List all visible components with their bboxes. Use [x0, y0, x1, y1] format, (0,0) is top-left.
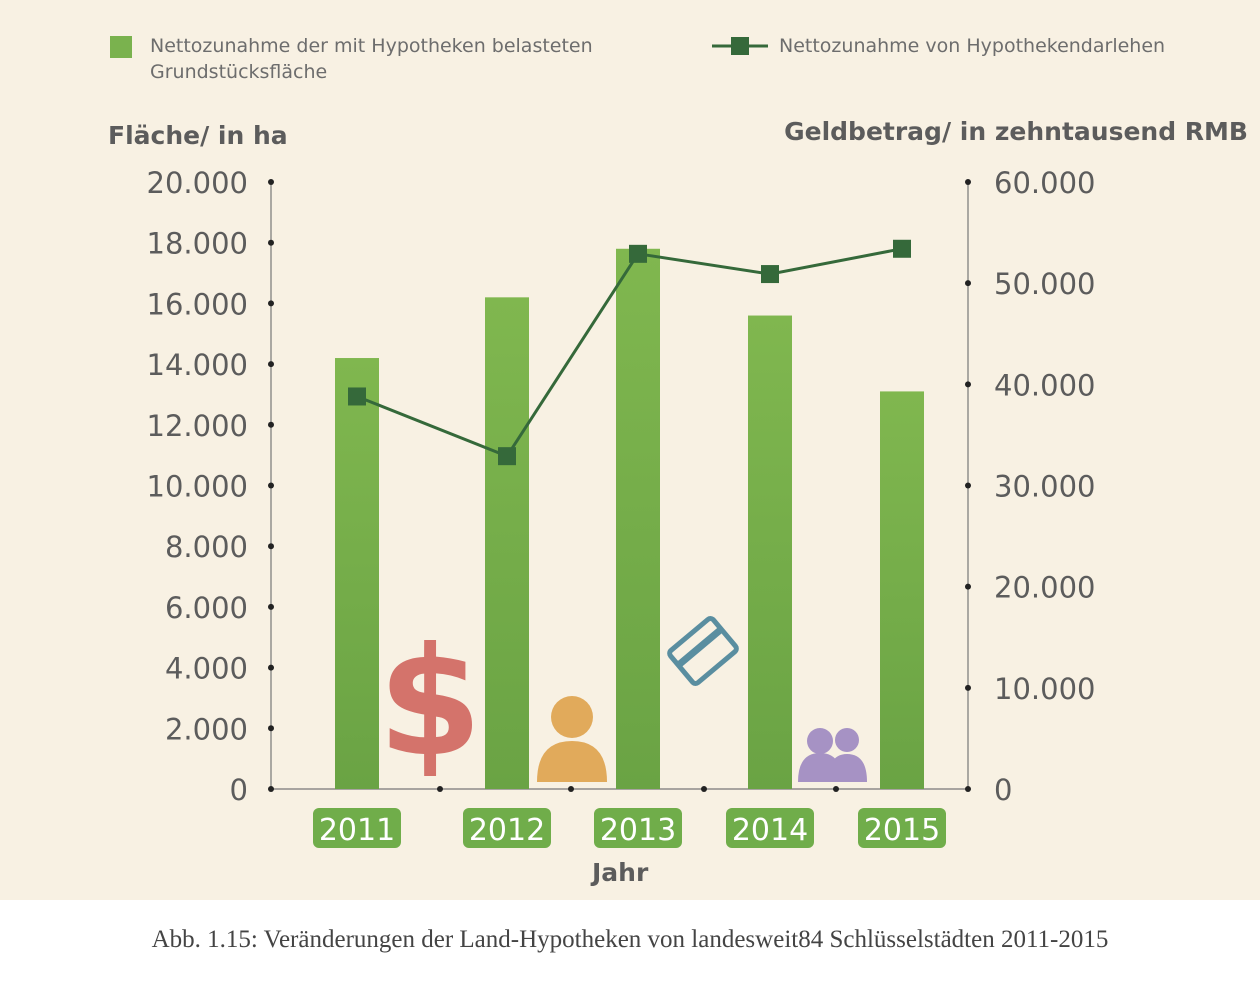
year-badge-2015: 2015 — [858, 808, 946, 848]
year-label: 2014 — [732, 813, 808, 848]
year-label: 2015 — [864, 813, 940, 848]
year-badge-2011: 2011 — [313, 808, 401, 848]
left-tick-label: 16.000 — [147, 287, 248, 321]
right-tick-label: 0 — [994, 773, 1012, 807]
right-tick-label: 20.000 — [994, 571, 1095, 605]
left-tick-label: 12.000 — [147, 409, 248, 443]
right-tick-dot — [965, 381, 971, 388]
legend-bar-label: Nettozunahme der mit Hypotheken belastet… — [150, 33, 593, 85]
right-axis-title: Geldbetrag/ in zehntausend RMB — [784, 117, 1248, 146]
group-icon — [798, 728, 867, 782]
right-tick-label: 30.000 — [994, 470, 1095, 504]
credit-card-icon — [667, 616, 739, 686]
left-tick-dot — [268, 664, 274, 671]
year-badge-2014: 2014 — [726, 808, 814, 848]
bar-2014 — [748, 315, 792, 789]
svg-text:$: $ — [378, 616, 482, 790]
loan-point-2012 — [498, 447, 516, 466]
loan-point-2013 — [629, 244, 647, 263]
year-badge-bg — [463, 808, 551, 848]
year-label: 2013 — [600, 813, 676, 848]
legend-bar-label-line1: Nettozunahme der mit Hypotheken belastet… — [150, 35, 593, 57]
loan-point-2011 — [348, 387, 366, 406]
legend-line-label: Nettozunahme von Hypothekendarlehen — [779, 35, 1166, 57]
right-tick-dot — [965, 684, 971, 691]
right-tick-dot — [965, 280, 971, 287]
right-tick-label: 60.000 — [994, 166, 1095, 200]
bar-2012 — [485, 297, 529, 789]
year-badge-bg — [313, 808, 401, 848]
left-tick-dot — [268, 482, 274, 489]
person-icon — [537, 696, 607, 782]
left-tick-label: 2.000 — [165, 712, 248, 746]
x-axis-title: Jahr — [592, 858, 649, 887]
year-badge-bg — [858, 808, 946, 848]
left-tick-dot — [268, 300, 274, 307]
left-tick-dot — [268, 725, 274, 732]
dollar-icon: $ — [378, 616, 482, 790]
left-tick-label: 10.000 — [147, 470, 248, 504]
year-label: 2011 — [319, 813, 395, 848]
left-tick-label: 4.000 — [165, 652, 248, 686]
left-tick-dot — [268, 421, 274, 428]
right-tick-label: 50.000 — [994, 267, 1095, 301]
year-label: 2012 — [469, 813, 545, 848]
x-axis-dot — [568, 786, 574, 792]
year-badge-2013: 2013 — [594, 808, 682, 848]
x-axis-dot — [833, 786, 839, 792]
legend-line-marker — [731, 37, 749, 55]
x-axis-dot — [437, 786, 443, 792]
right-tick-dot — [965, 786, 971, 792]
right-tick-label: 40.000 — [994, 368, 1095, 402]
legend-bar-swatch — [110, 36, 132, 58]
figure-caption: Abb. 1.15: Veränderungen der Land-Hypoth… — [151, 926, 1109, 953]
right-tick-label: 10.000 — [994, 672, 1095, 706]
chart-panel: 0 2.000 4.000 6.000 8.000 10.000 12.000 14.000 1… — [0, 0, 1260, 900]
left-axis-title: Fläche/ in ha — [108, 121, 288, 150]
bar-2013 — [616, 248, 660, 789]
bar-2011 — [335, 358, 379, 789]
left-tick-label: 8.000 — [165, 530, 248, 564]
loan-point-2015 — [893, 239, 911, 258]
loan-point-2014 — [761, 265, 779, 284]
year-badge-bg — [726, 808, 814, 848]
left-tick-dot — [268, 239, 274, 246]
left-tick-label: 14.000 — [147, 348, 248, 382]
bar-2015 — [880, 391, 924, 789]
left-tick-dot — [268, 786, 274, 792]
right-tick-dot — [965, 482, 971, 489]
left-tick-label: 0 — [230, 773, 248, 807]
year-badge-2012: 2012 — [463, 808, 551, 848]
left-tick-label: 18.000 — [147, 227, 248, 261]
left-tick-dot — [268, 603, 274, 610]
left-tick-dot — [268, 361, 274, 368]
left-tick-label: 6.000 — [165, 591, 248, 625]
legend-bar-label-line2: Grundstücksfläche — [150, 61, 328, 83]
left-tick-label: 20.000 — [147, 166, 248, 200]
x-axis-dot — [701, 786, 707, 792]
right-tick-dot — [965, 583, 971, 590]
year-badge-bg — [594, 808, 682, 848]
right-tick-dot — [965, 179, 971, 185]
left-tick-dot — [268, 179, 274, 185]
chart: 0 2.000 4.000 6.000 8.000 10.000 12.000 14.000 1… — [110, 36, 1095, 848]
left-tick-dot — [268, 543, 274, 550]
